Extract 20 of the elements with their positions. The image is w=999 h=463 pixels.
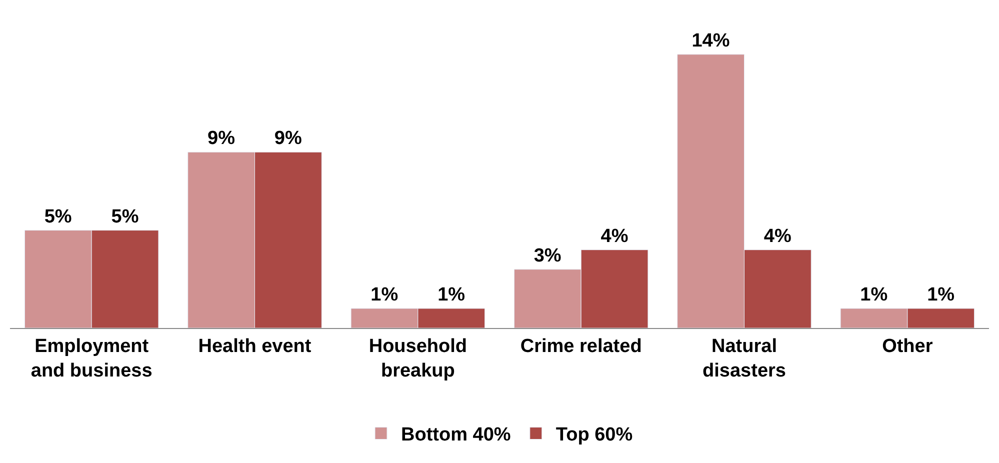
data-label: 1% <box>927 284 955 306</box>
data-label: 9% <box>274 128 302 150</box>
data-label: 1% <box>860 284 888 306</box>
legend-label: Top 60% <box>556 424 633 446</box>
data-label: 5% <box>44 206 72 228</box>
x-tick-label: Health event <box>198 336 312 357</box>
data-label: 3% <box>534 245 562 266</box>
x-tick-label: Crime related <box>520 336 642 357</box>
data-label: 9% <box>208 128 236 150</box>
x-tick-label: Household breakup <box>368 336 468 382</box>
x-tick-label: Other <box>882 336 934 357</box>
data-label: 14% <box>692 30 730 52</box>
x-tick-label: Natural disasters <box>702 336 786 382</box>
data-label: 1% <box>370 284 398 306</box>
x-tick-label: Employment and business <box>30 336 152 382</box>
legend-label: Bottom 40% <box>401 424 511 446</box>
data-label: 5% <box>111 206 139 228</box>
data-label: 4% <box>764 226 792 247</box>
data-label: 4% <box>600 226 628 247</box>
data-label: 1% <box>438 284 466 306</box>
